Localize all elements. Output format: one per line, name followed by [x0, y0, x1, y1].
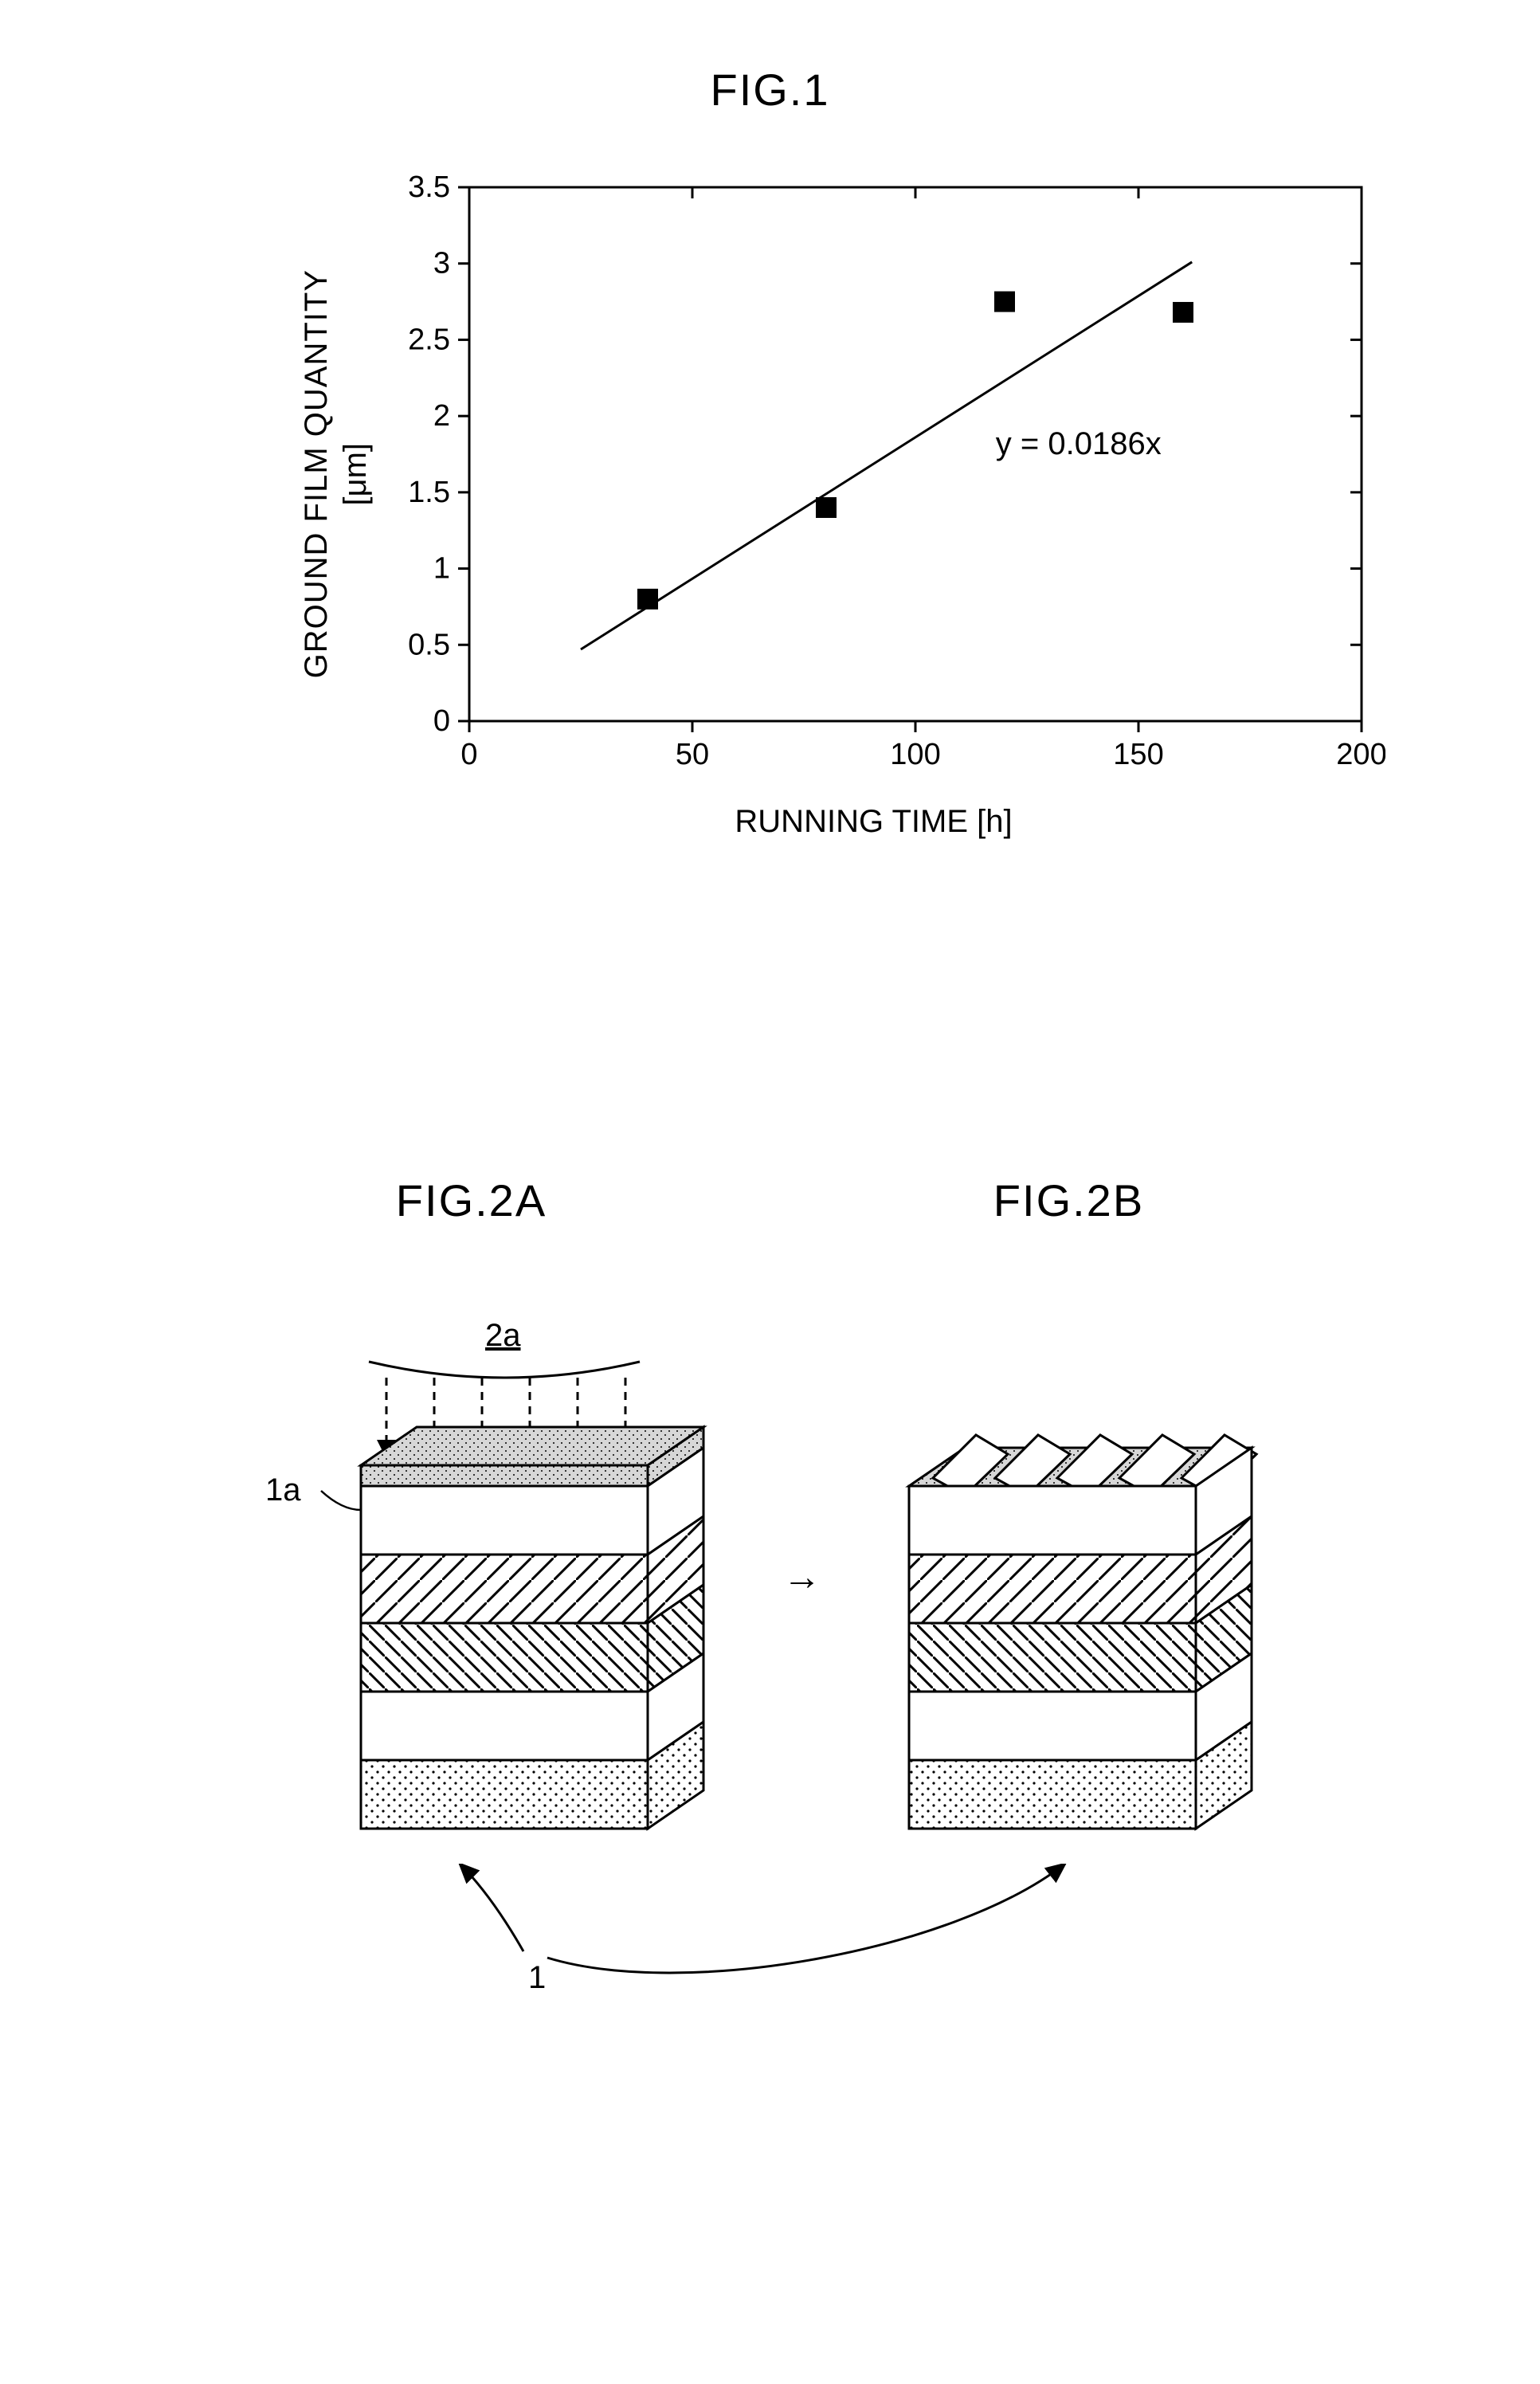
svg-text:0: 0: [460, 738, 477, 771]
svg-text:1: 1: [433, 552, 449, 586]
svg-text:2: 2: [433, 399, 449, 433]
svg-text:3: 3: [433, 247, 449, 280]
svg-text:50: 50: [675, 738, 708, 771]
svg-text:200: 200: [1336, 738, 1385, 771]
svg-text:0.5: 0.5: [408, 628, 450, 661]
fig1-title: FIG.1: [33, 64, 1507, 116]
fig1-ylabel-unit: [μm]: [338, 443, 374, 506]
fig1-chart-container: GROUND FILM QUANTITY [μm] 0 0.5 1 1.5 2 2.5 3 3…: [177, 163, 1507, 785]
svg-text:1.5: 1.5: [408, 476, 450, 509]
fig2a-title: FIG.2A: [396, 1174, 547, 1226]
svg-text:2a: 2a: [485, 1318, 521, 1353]
svg-text:150: 150: [1113, 738, 1163, 771]
svg-text:3.5: 3.5: [408, 171, 450, 204]
svg-text:1a: 1a: [265, 1472, 301, 1508]
svg-text:100: 100: [890, 738, 940, 771]
fig1-xlabel: RUNNING TIME [h]: [241, 804, 1507, 840]
svg-text:2.5: 2.5: [408, 323, 450, 356]
svg-text:y = 0.0186x: y = 0.0186x: [995, 426, 1161, 461]
svg-text:1: 1: [528, 1960, 546, 1995]
fig1-ylabel: GROUND FILM QUANTITY: [299, 269, 335, 678]
fig2-row: 2a 1a →: [33, 1290, 1507, 1864]
fig2-arrow: →: [783, 1555, 821, 1599]
fig2a-svg: 2a 1a: [241, 1290, 751, 1864]
fig2-bottom-arrow: 1: [173, 1864, 1368, 1999]
svg-text:0: 0: [433, 704, 449, 738]
fig2b-title: FIG.2B: [993, 1174, 1144, 1226]
fig1-chart-svg: 0 0.5 1 1.5 2 2.5 3 3.5 0 50 100 150 200 y = 0.0186x: [382, 163, 1385, 785]
fig2b-svg: [853, 1290, 1299, 1864]
